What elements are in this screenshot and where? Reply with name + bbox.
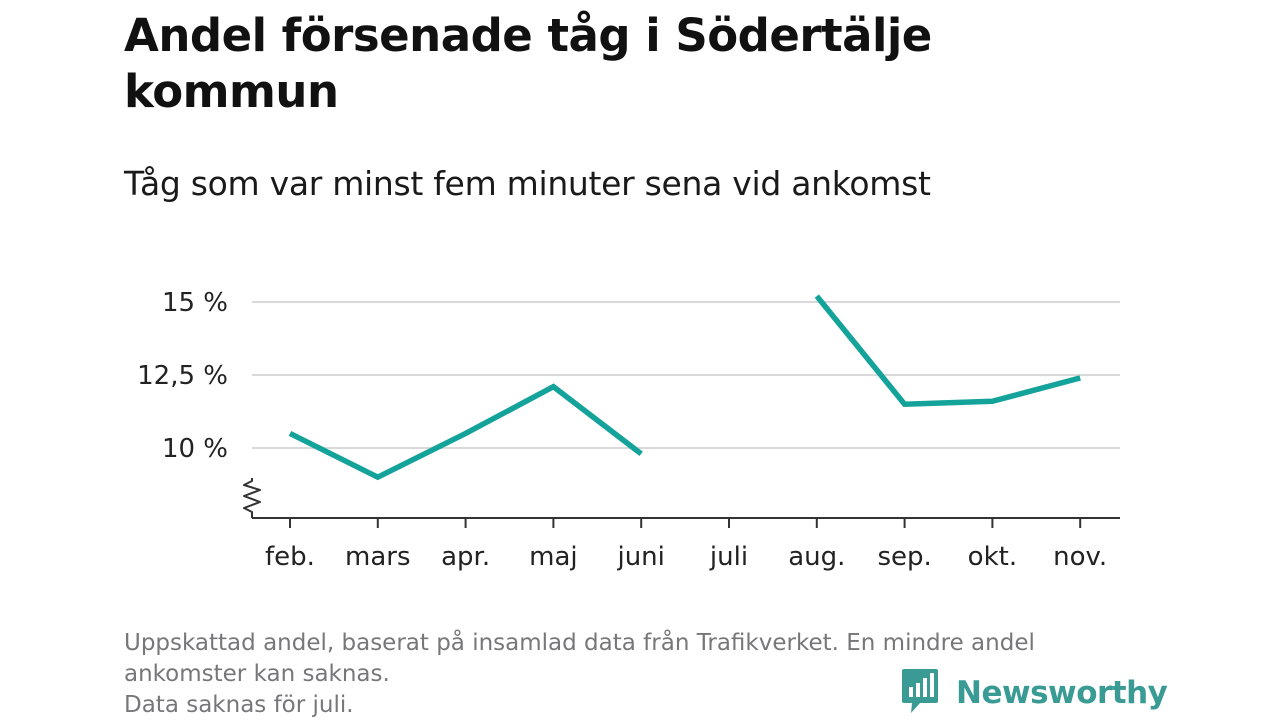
- logo-text: Newsworthy: [956, 675, 1168, 711]
- bar-chart-icon: [900, 667, 940, 719]
- x-tick-label: apr.: [441, 542, 490, 572]
- chart-subtitle: Tåg som var minst fem minuter sena vid a…: [124, 164, 931, 203]
- x-axis: feb. mars apr. maj juni juli aug. sep. okt. nov.: [252, 517, 1120, 572]
- y-axis: 10 % 12,5 % 15 %: [137, 288, 261, 518]
- footnote-line-2: ankomster kan saknas.: [124, 661, 390, 687]
- x-tick-label: feb.: [265, 542, 315, 572]
- x-tick-label: okt.: [968, 542, 1017, 572]
- line-chart: 10 % 12,5 % 15 % feb. mars apr. maj juni juli au…: [137, 288, 1120, 572]
- y-tick-label: 10 %: [162, 434, 228, 464]
- y-tick-label: 15 %: [162, 288, 228, 318]
- x-tick-label: juni: [616, 542, 664, 572]
- x-tick-label: maj: [529, 542, 577, 572]
- x-tick-label: sep.: [877, 542, 931, 572]
- chart-title: Andel försenade tåg i Södertälje kommun: [124, 9, 932, 118]
- axis-break-marker: [243, 478, 261, 518]
- newsworthy-logo: Newsworthy: [900, 667, 1168, 719]
- footnote-line-3: Data saknas för juli.: [124, 692, 354, 718]
- gridlines: [252, 301, 1120, 449]
- series-line-segment: [814, 294, 1081, 407]
- x-tick-label: nov.: [1053, 542, 1107, 572]
- y-tick-label: 12,5 %: [137, 361, 228, 391]
- footnote-line-1: Uppskattad andel, baserat på insamlad da…: [124, 630, 1035, 656]
- series-line-segment: [288, 383, 643, 481]
- footnote: Uppskattad andel, baserat på insamlad da…: [124, 628, 1174, 721]
- x-tick-label: juli: [709, 542, 748, 572]
- x-tick-label: aug.: [788, 542, 845, 572]
- series-lines: [288, 294, 1081, 481]
- x-tick-label: mars: [345, 542, 411, 572]
